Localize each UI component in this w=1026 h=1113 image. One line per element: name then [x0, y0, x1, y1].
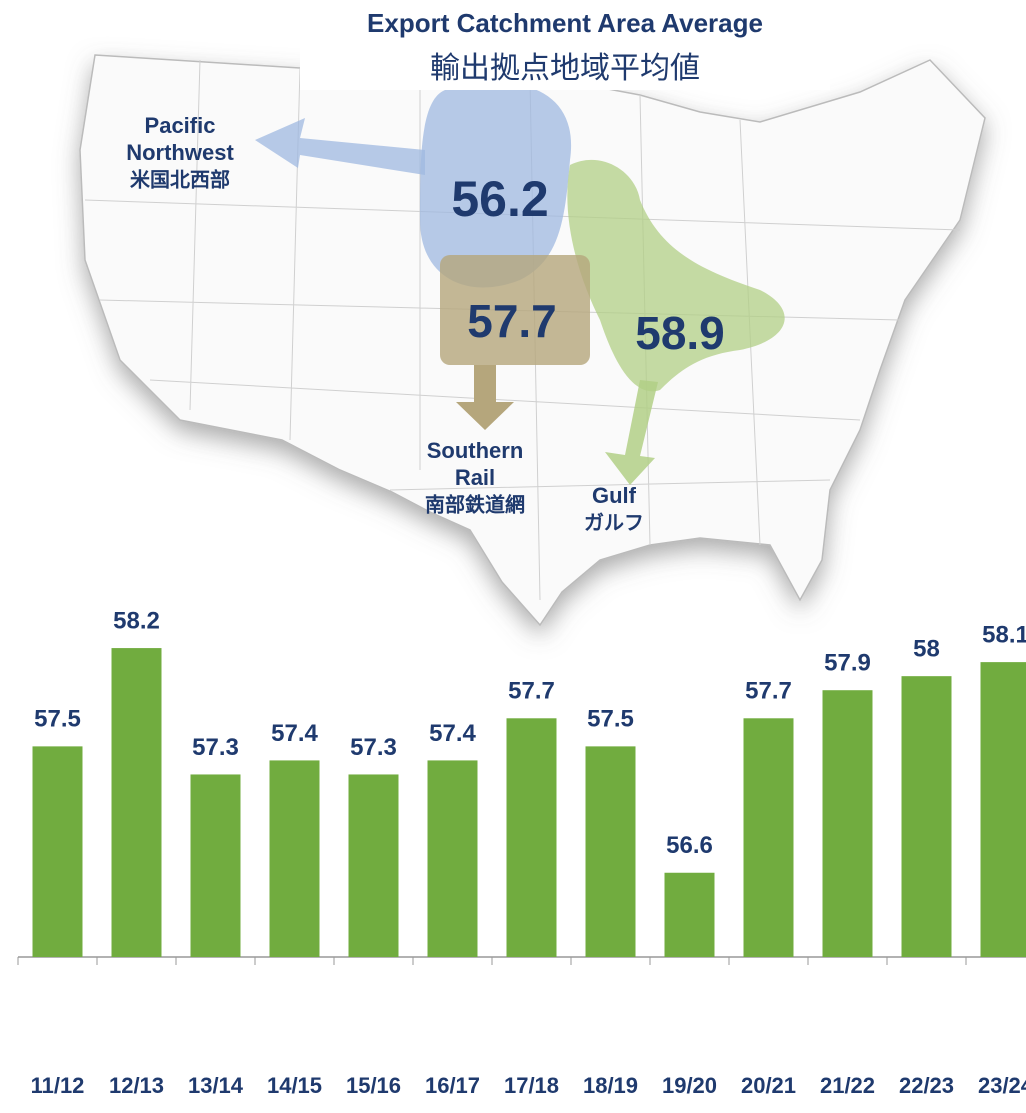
value-label: 57.3: [350, 734, 397, 761]
x-tick-label: 14/15: [267, 1073, 322, 1098]
x-tick-label: 16/17: [425, 1073, 480, 1098]
x-tick-label: 21/22: [820, 1073, 875, 1098]
title-backdrop: [300, 10, 830, 90]
bar: [111, 648, 162, 957]
region-value: 57.7: [467, 295, 557, 347]
x-tick-label: 22/23: [899, 1073, 954, 1098]
value-label: 57.7: [745, 678, 792, 705]
region-name-ja: ガルフ: [584, 511, 644, 534]
region-name: Gulf: [592, 483, 637, 508]
value-label: 56.6: [666, 832, 713, 859]
x-tick-label: 13/14: [188, 1073, 244, 1098]
region-name-ja: 南部鉄道網: [425, 492, 525, 516]
region-name: Rail: [455, 465, 495, 490]
value-label: 57.4: [429, 720, 476, 747]
value-label: 57.4: [271, 720, 318, 747]
x-tick-label: 11/12: [31, 1073, 85, 1098]
bar: [190, 774, 241, 957]
region-name: Southern: [427, 438, 524, 463]
gulf-arrow: [605, 380, 658, 485]
region-name-ja: 米国北西部: [130, 167, 230, 191]
pnw-arrow: [255, 118, 425, 175]
region-value: 56.2: [451, 171, 548, 227]
map-title: Export Catchment Area Average: [367, 8, 763, 38]
bar: [980, 662, 1026, 957]
bar: [348, 774, 399, 957]
value-label: 57.7: [508, 678, 555, 705]
x-tick-label: 23/24: [978, 1073, 1026, 1098]
rail-region: [440, 255, 590, 365]
pnw-region: [420, 82, 572, 288]
region-name: Pacific: [145, 113, 216, 138]
region-name: Northwest: [126, 140, 234, 165]
bar-chart: 57.5 11/12 58.2 12/13 57.3 13/14 57.4 14/15 57.3…: [17, 607, 1026, 1098]
x-tick-label: 19/20: [662, 1073, 717, 1098]
value-label: 57.5: [34, 706, 81, 733]
value-label: 57.9: [824, 650, 871, 677]
bar: [427, 760, 478, 957]
x-tick-label: 18/19: [583, 1073, 638, 1098]
bar: [32, 746, 83, 957]
bar: [506, 718, 557, 957]
value-label: 57.3: [192, 734, 239, 761]
value-label: 58: [913, 636, 940, 663]
value-label: 58.1: [982, 621, 1026, 648]
value-label: 58.2: [113, 607, 160, 634]
gulf-region: [567, 159, 785, 392]
x-tick-label: 17/18: [504, 1073, 559, 1098]
bar: [822, 690, 873, 957]
map-subtitle: 輸出拠点地域平均値: [430, 52, 700, 85]
x-tick-label: 15/16: [346, 1073, 401, 1098]
region-value: 58.9: [635, 307, 725, 359]
x-tick-label: 20/21: [741, 1073, 796, 1098]
bar: [269, 760, 320, 957]
bar: [585, 746, 636, 957]
x-tick-label: 12/13: [109, 1073, 164, 1098]
bar: [664, 872, 715, 957]
map: Export Catchment Area Average 輸出拠点地域平均値: [79, 8, 986, 627]
bar: [743, 718, 794, 957]
value-label: 57.5: [587, 706, 634, 733]
bar: [901, 676, 952, 957]
rail-arrow: [456, 365, 514, 430]
